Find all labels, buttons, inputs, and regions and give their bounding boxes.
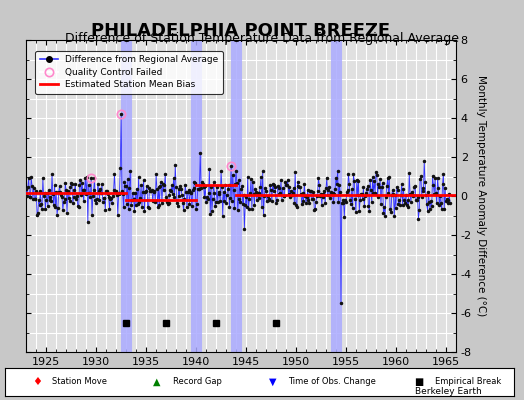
Text: ▼: ▼ bbox=[269, 377, 276, 387]
Text: Station Move: Station Move bbox=[52, 378, 107, 386]
Y-axis label: Monthly Temperature Anomaly Difference (°C): Monthly Temperature Anomaly Difference (… bbox=[476, 75, 486, 317]
Text: Time of Obs. Change: Time of Obs. Change bbox=[288, 378, 376, 386]
Text: ▲: ▲ bbox=[154, 377, 161, 387]
Title: PHILADELPHIA POINT BREEZE: PHILADELPHIA POINT BREEZE bbox=[92, 22, 390, 40]
Legend: Difference from Regional Average, Quality Control Failed, Estimated Station Mean: Difference from Regional Average, Qualit… bbox=[35, 51, 223, 94]
Text: Berkeley Earth: Berkeley Earth bbox=[416, 387, 482, 396]
Text: ■: ■ bbox=[414, 377, 424, 387]
Text: Record Gap: Record Gap bbox=[173, 378, 222, 386]
Text: Difference of Station Temperature Data from Regional Average: Difference of Station Temperature Data f… bbox=[65, 32, 459, 45]
Text: Empirical Break: Empirical Break bbox=[435, 378, 501, 386]
Text: ♦: ♦ bbox=[31, 377, 42, 387]
